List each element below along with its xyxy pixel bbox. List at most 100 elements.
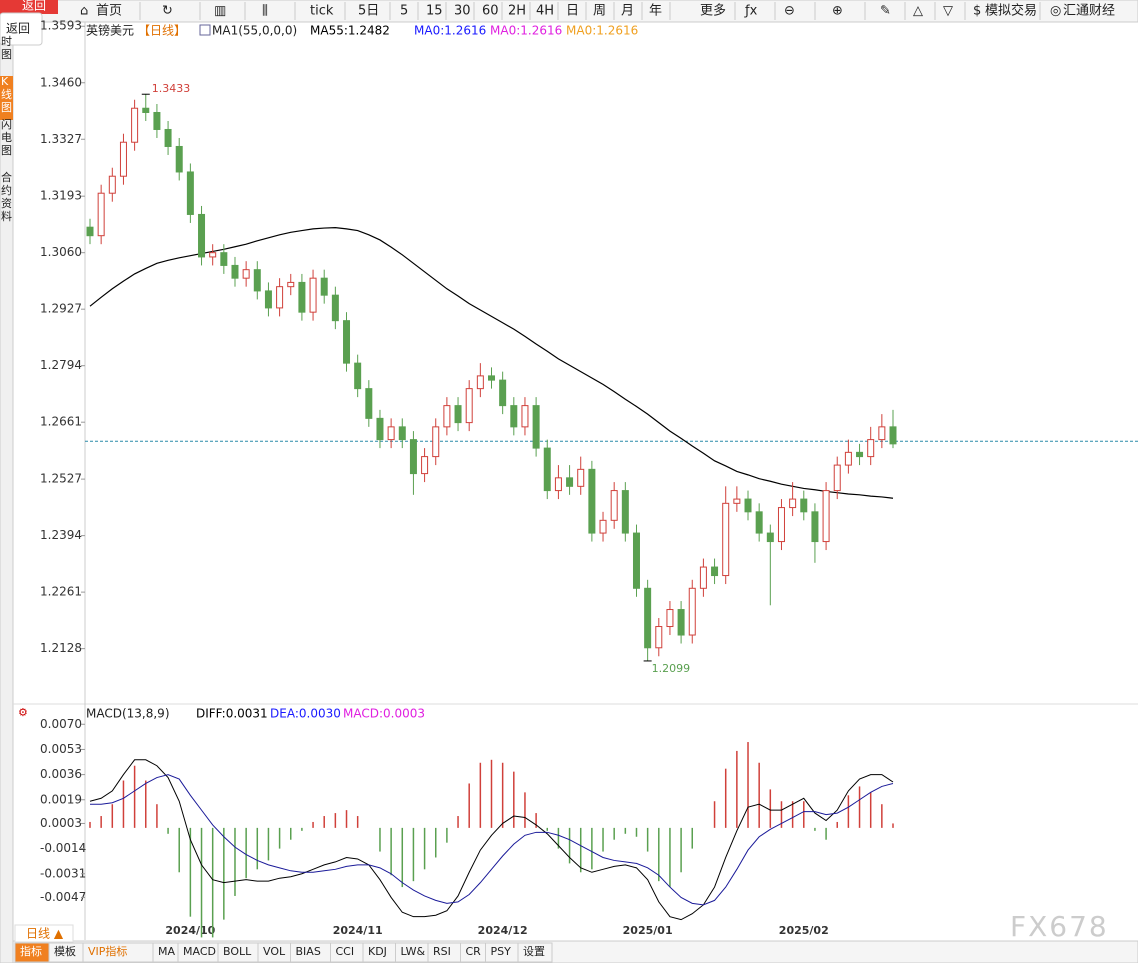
legend-entry: MA55:1.2482	[310, 24, 390, 38]
side-tab-char[interactable]: 图	[1, 48, 12, 61]
candle-body	[153, 111, 161, 130]
y-tick-label: 0.0036	[40, 767, 82, 781]
bottom-tab[interactable]	[517, 942, 553, 963]
toolbar-item[interactable]: 模拟交易	[985, 3, 1037, 19]
side-tab-char[interactable]: 约	[1, 184, 12, 197]
popup[interactable]	[0, 12, 43, 46]
toolbar	[0, 0, 1138, 23]
period-label: 【日线】	[138, 24, 186, 38]
x-tick-label: 2024/12	[478, 924, 528, 937]
candle-body	[320, 277, 328, 296]
toolbar-item[interactable]: 4H	[536, 4, 554, 19]
y-tick-label: 1.3060	[40, 245, 82, 259]
toolbar-icon[interactable]: ⌂	[80, 4, 88, 19]
bottom-tab-label[interactable]: BOLL	[223, 945, 252, 958]
toolbar-icon[interactable]: ⫼	[262, 4, 268, 19]
bottom-tab-label[interactable]: MACD	[183, 945, 216, 958]
candle-body	[577, 468, 585, 487]
bottom-tab-label[interactable]: RSI	[433, 945, 451, 958]
toolbar-item[interactable]: 30	[454, 4, 471, 19]
toolbar-icon[interactable]: ↻	[162, 4, 173, 19]
y-tick-label: 1.2527	[40, 472, 82, 486]
candle-body	[331, 294, 339, 322]
side-tab-char[interactable]: 料	[1, 209, 12, 223]
toolbar-item[interactable]: 日	[566, 4, 579, 19]
y-tick-label: 0.0070	[40, 717, 82, 731]
bottom-tab-label[interactable]: BIAS	[296, 945, 321, 958]
bottom-tab-label[interactable]: 设置	[523, 945, 545, 958]
side-tab-char[interactable]: 线	[1, 87, 12, 101]
toolbar-icon[interactable]: △	[913, 4, 923, 19]
period-text[interactable]: 日线 ▲	[26, 927, 64, 941]
y-tick-label: 1.2794	[40, 358, 82, 372]
toolbar-item[interactable]: 年	[649, 4, 662, 19]
side-tab-char[interactable]: 资	[1, 197, 12, 210]
toolbar-icon[interactable]: ⊖	[784, 4, 795, 19]
bottom-tab-label[interactable]: 模板	[54, 944, 76, 958]
candle-body	[889, 426, 897, 445]
x-tick-label: 2025/01	[623, 924, 673, 937]
candle-body	[733, 498, 741, 504]
toolbar-icon[interactable]: ✎	[880, 4, 891, 19]
settings-icon[interactable]: ⚙	[18, 706, 28, 719]
toolbar-item[interactable]: 60	[482, 4, 499, 19]
toolbar-icon[interactable]: ƒx	[744, 4, 758, 19]
candle-body	[822, 490, 830, 543]
toolbar-icon[interactable]: ◎	[1050, 4, 1061, 19]
candle-body	[298, 281, 306, 313]
toolbar-item[interactable]: tick	[310, 4, 334, 19]
toolbar-item[interactable]: 2H	[508, 4, 526, 19]
side-tab-char[interactable]: K	[1, 75, 9, 88]
side-bar	[0, 21, 14, 963]
candle-body	[644, 587, 652, 649]
bottom-tab-label[interactable]: VOL	[263, 945, 286, 958]
back-button[interactable]	[0, 0, 58, 14]
toolbar-icon[interactable]: ▽	[943, 4, 953, 19]
candle-body	[744, 498, 752, 513]
macd-line	[89, 759, 894, 921]
toolbar-item[interactable]: 5	[400, 4, 408, 19]
back-text[interactable]: 返回	[22, 0, 46, 13]
chart-title: 英镑美元	[86, 23, 134, 38]
popup-text[interactable]: 返回	[6, 22, 30, 36]
toolbar-item[interactable]: 15	[426, 4, 443, 19]
toolbar-icon[interactable]: ▥	[214, 4, 226, 19]
side-tab-char[interactable]: 时	[1, 35, 12, 48]
bottom-tab-label[interactable]: CCI	[336, 945, 355, 958]
toolbar-item[interactable]: 5日	[358, 4, 379, 19]
side-tab-char[interactable]: 闪	[1, 117, 12, 131]
toolbar-item[interactable]: 汇通财经	[1063, 4, 1115, 19]
side-tab-char[interactable]: 电	[1, 131, 12, 144]
candle-body	[343, 320, 351, 364]
toolbar-item[interactable]: 月	[621, 4, 634, 19]
legend-entry: MACD:0.0003	[343, 707, 425, 721]
candle-body	[655, 626, 663, 649]
toolbar-item[interactable]: 首页	[96, 4, 122, 19]
x-tick-label: 2024/10	[165, 924, 215, 937]
legend-entry: DEA:0.0030	[270, 707, 341, 721]
side-tab-char[interactable]: 图	[1, 101, 12, 114]
bottom-tab-label[interactable]: CR	[466, 945, 482, 958]
toolbar-icon[interactable]: ⊕	[832, 4, 843, 19]
candle-body	[242, 269, 250, 279]
toolbar-icon[interactable]: $	[973, 4, 981, 19]
candle-body	[119, 141, 127, 177]
toolbar-item[interactable]: 周	[593, 4, 606, 19]
candle-body	[833, 464, 841, 492]
toolbar-item[interactable]: 更多	[700, 3, 726, 19]
side-tab-char[interactable]: 合	[1, 170, 12, 184]
period-button[interactable]	[14, 924, 74, 943]
bottom-tab-label[interactable]: VIP指标	[88, 944, 127, 958]
candle-body	[365, 388, 373, 419]
side-tab-char[interactable]: 图	[1, 144, 12, 157]
candle-body	[131, 107, 139, 143]
watermark: FX678	[1010, 910, 1109, 943]
y-tick-label: -0.0047	[40, 890, 86, 904]
bottom-tab-label[interactable]: 指标	[20, 944, 42, 958]
candle-body	[454, 405, 462, 424]
bottom-tab-label[interactable]: KDJ	[368, 945, 387, 958]
bottom-tab-label[interactable]: PSY	[491, 945, 512, 958]
bottom-tab-label[interactable]: MA	[158, 945, 175, 958]
bottom-tab-label[interactable]: LW&	[401, 945, 426, 958]
